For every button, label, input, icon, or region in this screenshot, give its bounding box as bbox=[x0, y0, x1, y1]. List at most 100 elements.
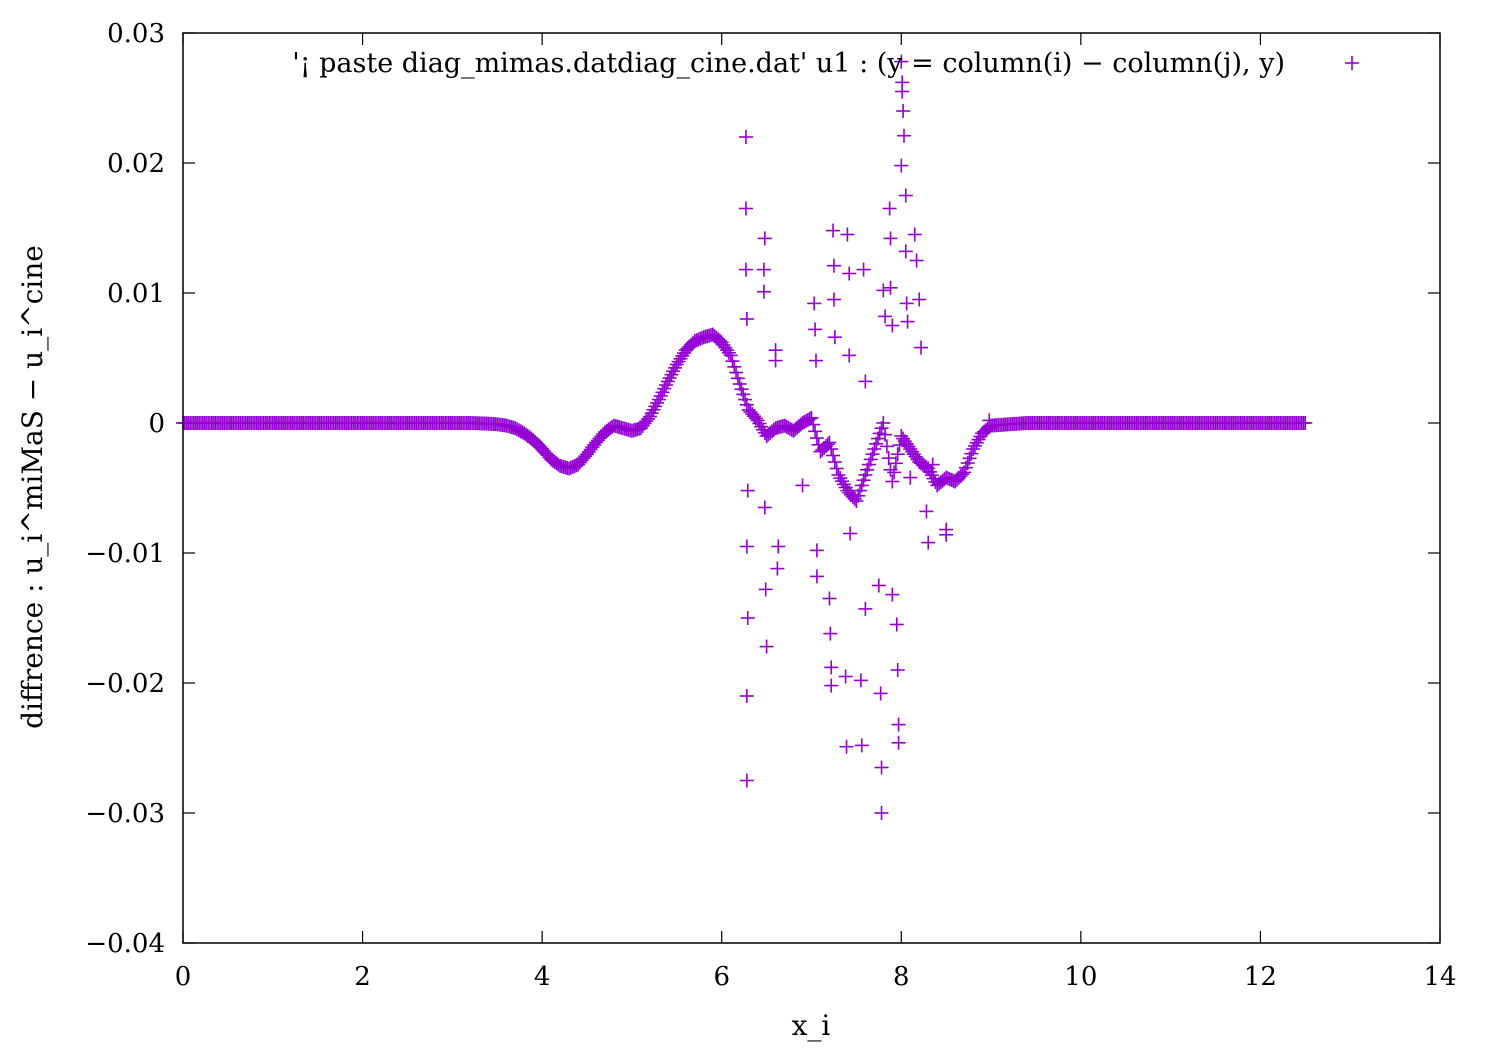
data-point bbox=[842, 266, 857, 281]
data-point bbox=[659, 378, 674, 393]
data-point bbox=[666, 364, 681, 379]
y-tick-label: 0.03 bbox=[107, 19, 165, 49]
data-point bbox=[878, 309, 893, 324]
y-axis-label: diffrence : u_i^miMaS − u_i^cine bbox=[16, 245, 49, 729]
y-tick-label: 0.01 bbox=[107, 279, 165, 309]
data-point bbox=[925, 457, 940, 472]
data-point bbox=[856, 262, 871, 277]
x-tick-label: 14 bbox=[1423, 962, 1456, 992]
data-point bbox=[900, 314, 915, 329]
data-point bbox=[883, 280, 898, 295]
data-point bbox=[641, 411, 656, 426]
data-point bbox=[653, 388, 668, 403]
data-point bbox=[876, 416, 891, 430]
data-point bbox=[651, 392, 666, 407]
data-point bbox=[739, 312, 754, 326]
data-point bbox=[759, 639, 774, 654]
x-tick-label: 4 bbox=[534, 962, 551, 992]
data-point bbox=[969, 435, 984, 450]
y-tick-label: 0.02 bbox=[107, 149, 165, 179]
data-point bbox=[662, 371, 677, 386]
data-point bbox=[657, 381, 672, 396]
data-point bbox=[750, 413, 765, 428]
data-point bbox=[756, 262, 771, 277]
data-point bbox=[853, 673, 868, 688]
data-point bbox=[873, 686, 888, 701]
data-point bbox=[924, 468, 939, 483]
plot-frame bbox=[182, 32, 1441, 944]
data-point bbox=[891, 735, 906, 750]
data-point bbox=[808, 322, 823, 337]
data-point bbox=[903, 470, 918, 485]
x-tick-label: 12 bbox=[1244, 962, 1277, 992]
data-point bbox=[971, 432, 986, 447]
data-point bbox=[888, 456, 903, 471]
data-point bbox=[842, 348, 857, 363]
data-point bbox=[824, 442, 839, 456]
data-point bbox=[721, 345, 736, 360]
data-point bbox=[887, 465, 902, 480]
tick-labels: 0 2 4 6 8 10 12 14 −0.04 −0.03 −0.02 −0.01 0 0.01 0.02… bbox=[85, 19, 1456, 992]
x-axis-label: x_i bbox=[792, 1009, 831, 1042]
data-points bbox=[176, 54, 1313, 820]
data-point bbox=[823, 626, 838, 641]
data-point bbox=[740, 483, 755, 498]
x-tick-label: 10 bbox=[1064, 962, 1097, 992]
data-point bbox=[982, 413, 997, 428]
data-point bbox=[740, 611, 755, 625]
data-point bbox=[675, 348, 690, 363]
data-point bbox=[739, 539, 754, 554]
data-point bbox=[826, 223, 841, 238]
data-point bbox=[827, 455, 842, 469]
data-point bbox=[874, 806, 889, 820]
data-point bbox=[756, 284, 771, 299]
data-point bbox=[752, 416, 767, 431]
data-point bbox=[939, 527, 954, 542]
data-point bbox=[723, 348, 738, 363]
data-point bbox=[898, 188, 913, 203]
data-point bbox=[807, 296, 822, 311]
data-point bbox=[824, 678, 839, 693]
data-point bbox=[771, 539, 786, 554]
x-tick-label: 2 bbox=[354, 962, 371, 992]
data-point bbox=[840, 227, 855, 242]
data-point bbox=[890, 447, 905, 462]
data-point bbox=[858, 374, 873, 389]
data-point bbox=[808, 424, 823, 439]
data-point bbox=[644, 406, 659, 421]
data-point bbox=[660, 374, 675, 389]
data-point bbox=[730, 371, 745, 386]
data-point bbox=[738, 130, 753, 144]
data-point bbox=[822, 591, 837, 606]
data-point bbox=[727, 359, 742, 374]
y-tick-label: −0.02 bbox=[85, 669, 165, 699]
data-point bbox=[804, 410, 819, 425]
y-tick-label: −0.01 bbox=[85, 539, 165, 569]
data-point bbox=[838, 669, 853, 684]
data-point bbox=[909, 253, 924, 268]
data-point bbox=[891, 717, 906, 732]
data-point bbox=[899, 296, 914, 311]
data-point bbox=[953, 469, 968, 484]
data-point bbox=[729, 365, 744, 380]
y-tick-label: −0.03 bbox=[85, 799, 165, 829]
data-point bbox=[770, 561, 785, 576]
data-point bbox=[655, 385, 670, 400]
x-tick-label: 8 bbox=[893, 962, 910, 992]
data-point bbox=[858, 601, 873, 616]
data-point bbox=[878, 427, 893, 442]
data-point bbox=[871, 578, 886, 593]
data-point bbox=[802, 411, 817, 426]
data-point bbox=[669, 357, 684, 372]
data-point bbox=[831, 468, 846, 482]
data-point bbox=[646, 402, 661, 417]
data-point bbox=[896, 104, 911, 118]
data-point bbox=[768, 343, 783, 358]
data-point bbox=[757, 500, 772, 515]
data-point bbox=[885, 318, 900, 333]
data-point bbox=[795, 478, 810, 493]
data-point bbox=[833, 471, 848, 486]
data-point bbox=[668, 360, 683, 375]
data-point bbox=[839, 739, 854, 754]
